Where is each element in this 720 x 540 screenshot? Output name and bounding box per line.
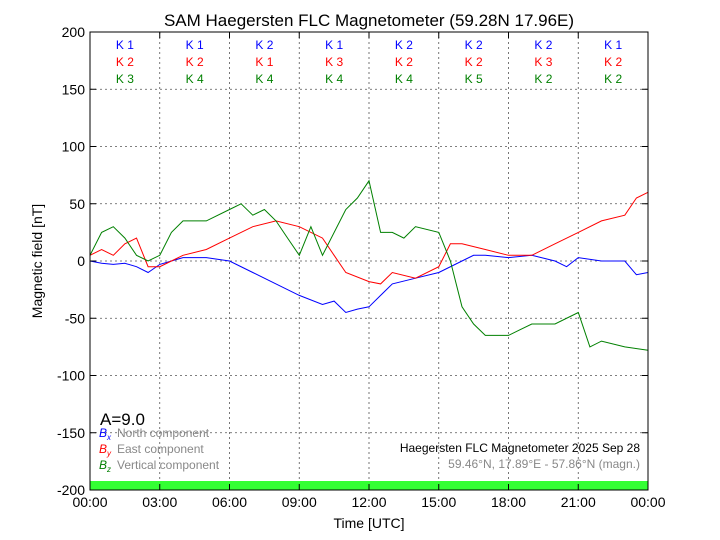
- k-index-x: K 1: [116, 38, 134, 52]
- y-tick-label: -150: [57, 425, 85, 441]
- k-index-x: K 1: [325, 38, 343, 52]
- chart-title: SAM Haegersten FLC Magnetometer (59.28N …: [164, 11, 574, 30]
- grid: [90, 32, 648, 490]
- k-index-z: K 4: [255, 72, 273, 86]
- footer-coords: 59.46°N, 17.89°E - 57.86°N (magn.): [448, 457, 640, 471]
- x-tick-label: 00:00: [630, 494, 665, 510]
- y-tick-label: -200: [57, 482, 85, 498]
- y-axis-label: Magnetic field [nT]: [29, 204, 45, 318]
- k-index-z: K 2: [534, 72, 552, 86]
- x-tick-label: 15:00: [421, 494, 456, 510]
- series-line-y: [89, 191, 649, 285]
- k-indices: K 1 K 1 K 2 K 1 K 2 K 2 K 2 K 1 K 2 K 2 K 1 K 3 K 2 K…: [116, 38, 623, 86]
- k-index-x: K 2: [395, 38, 413, 52]
- legend-symbol: Bz: [99, 458, 111, 474]
- k-index-y: K 1: [255, 55, 273, 69]
- k-index-x: K 1: [604, 38, 622, 52]
- activity-index: A=9.0: [100, 410, 145, 429]
- k-index-z: K 2: [604, 72, 622, 86]
- x-tick-label: 09:00: [282, 494, 317, 510]
- x-tick-label: 03:00: [142, 494, 177, 510]
- k-index-x: K 2: [255, 38, 273, 52]
- series-line-z: [89, 179, 649, 351]
- x-tick-label: 21:00: [561, 494, 596, 510]
- k-index-z: K 3: [116, 72, 134, 86]
- y-tick-label: 100: [62, 139, 86, 155]
- k-index-x: K 1: [186, 38, 204, 52]
- y-tick-label: 0: [77, 253, 85, 269]
- legend-label: North component: [117, 426, 210, 440]
- k-index-y: K 2: [116, 55, 134, 69]
- series-lines: [89, 179, 649, 351]
- y-tick-label: -50: [65, 310, 85, 326]
- y-tick-label: 150: [62, 81, 86, 97]
- legend-label: East component: [117, 442, 204, 456]
- y-tick-label: 50: [69, 196, 85, 212]
- footer-title: Haegersten FLC Magnetometer 2025 Sep 28: [400, 441, 640, 455]
- k-index-z: K 4: [325, 72, 343, 86]
- k-index-z: K 4: [395, 72, 413, 86]
- k-index-x: K 2: [465, 38, 483, 52]
- k-index-y: K 2: [465, 55, 483, 69]
- k-index-y: K 2: [604, 55, 622, 69]
- legend-symbol: By: [99, 442, 112, 458]
- legend-subscript: y: [106, 449, 112, 458]
- y-tick-label: 200: [62, 24, 86, 40]
- k-index-z: K 4: [186, 72, 204, 86]
- legend-subscript: x: [106, 433, 112, 442]
- legend-subscript: z: [106, 465, 111, 474]
- y-tick-label: -100: [57, 368, 85, 384]
- legend-label: Vertical component: [117, 458, 220, 472]
- ticks: 00:00 03:00 06:00 09:00 12:00 15:00 18:00 21:00…: [57, 24, 666, 510]
- k-index-x: K 2: [534, 38, 552, 52]
- k-index-z: K 5: [465, 72, 483, 86]
- k-index-y: K 2: [395, 55, 413, 69]
- x-tick-label: 00:00: [72, 494, 107, 510]
- x-tick-label: 06:00: [212, 494, 247, 510]
- k-index-y: K 3: [325, 55, 343, 69]
- x-axis-label: Time [UTC]: [333, 515, 404, 531]
- k-index-y: K 2: [186, 55, 204, 69]
- k-index-y: K 3: [534, 55, 552, 69]
- plot-frame: [89, 31, 649, 491]
- x-tick-label: 12:00: [351, 494, 386, 510]
- x-tick-label: 18:00: [491, 494, 526, 510]
